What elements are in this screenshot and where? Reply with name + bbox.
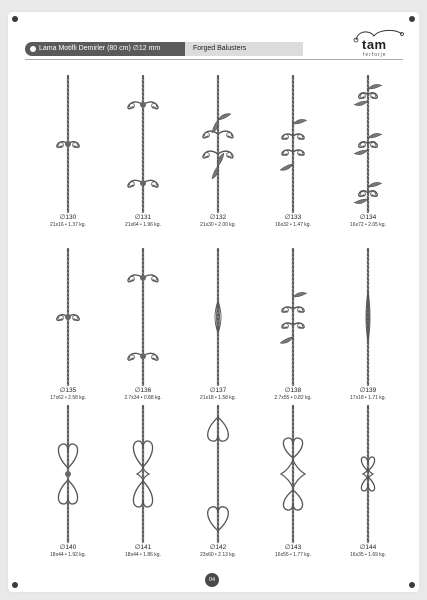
product-spec: 16x55 • 1.77 kg.: [275, 552, 311, 558]
section-title-tr-text: Lama Motifli Demirler (80 cm) ∅12 mm: [39, 45, 161, 52]
brand-logo: tam ferforje: [350, 28, 410, 62]
product-code: ∅143: [284, 544, 302, 551]
product-code: ∅141: [134, 544, 152, 551]
baluster-illustration: [56, 247, 80, 387]
product-spec: 16x32 • 1.47 kg.: [275, 222, 311, 228]
product-code: ∅132: [209, 214, 227, 221]
baluster-illustration: [214, 247, 222, 387]
baluster-illustration: [207, 404, 229, 544]
product-spec: 16x72 • 2.05 kg.: [350, 222, 386, 228]
product-card: ∅135 17x62 • 2.58 kg.: [28, 247, 108, 402]
corner-dot-bottom-right: [409, 582, 415, 588]
section-title-tr: Lama Motifli Demirler (80 cm) ∅12 mm: [25, 42, 185, 56]
baluster-illustration: [56, 74, 80, 214]
product-card: ∅143 16x55 • 1.77 kg.: [253, 404, 333, 559]
section-title-en: Forged Balusters: [185, 42, 303, 56]
product-code: ∅134: [359, 214, 377, 221]
product-card: ∅144 16x35 • 1.69 kg.: [328, 404, 408, 559]
product-card: ∅141 18x44 • 1.86 kg.: [103, 404, 183, 559]
flourish-icon: [353, 29, 404, 43]
baluster-illustration: [279, 404, 307, 544]
baluster-illustration: [127, 74, 159, 214]
product-card: ∅139 17x18 • 1.71 kg.: [328, 247, 408, 402]
baluster-illustration: [353, 74, 383, 214]
baluster-illustration: [202, 74, 234, 214]
logo-subtitle: ferforje: [363, 52, 387, 58]
product-spec: 17x62 • 2.58 kg.: [50, 395, 86, 401]
product-code: ∅140: [59, 544, 77, 551]
product-spec: 2.7x55 • 0.82 kg.: [274, 395, 312, 401]
product-card: ∅138 2.7x55 • 0.82 kg.: [253, 247, 333, 402]
product-card: ∅136 2.7x34 • 0.88 kg.: [103, 247, 183, 402]
corner-dot-top-left: [12, 16, 18, 22]
product-spec: 23x60 • 2.13 kg.: [200, 552, 236, 558]
product-card: ∅137 21x18 • 1.58 kg.: [178, 247, 258, 402]
product-card: ∅132 21x30 • 2.00 kg.: [178, 74, 258, 229]
product-card: ∅140 18x44 • 1.92 kg.: [28, 404, 108, 559]
product-code: ∅139: [359, 387, 377, 394]
baluster-illustration: [360, 404, 376, 544]
product-spec: 17x18 • 1.71 kg.: [350, 395, 386, 401]
baluster-illustration: [57, 404, 79, 544]
product-code: ∅137: [209, 387, 227, 394]
catalog-page: Lama Motifli Demirler (80 cm) ∅12 mm For…: [8, 12, 419, 592]
section-header: Lama Motifli Demirler (80 cm) ∅12 mm For…: [25, 42, 303, 64]
product-code: ∅142: [209, 544, 227, 551]
product-spec: 2.7x34 • 0.88 kg.: [124, 395, 162, 401]
product-spec: 21x64 • 1.96 kg.: [125, 222, 161, 228]
product-code: ∅138: [284, 387, 302, 394]
product-card: ∅130 21x16 • 1.37 kg.: [28, 74, 108, 229]
product-card: ∅131 21x64 • 1.96 kg.: [103, 74, 183, 229]
product-card: ∅134 16x72 • 2.05 kg.: [328, 74, 408, 229]
baluster-illustration: [365, 247, 371, 387]
baluster-illustration: [132, 404, 154, 544]
product-code: ∅136: [134, 387, 152, 394]
logo-name: tam: [362, 37, 387, 52]
header-rule: [25, 59, 403, 60]
product-spec: 21x30 • 2.00 kg.: [200, 222, 236, 228]
product-spec: 21x16 • 1.37 kg.: [50, 222, 86, 228]
baluster-illustration: [279, 74, 308, 214]
corner-dot-top-right: [409, 16, 415, 22]
corner-dot-bottom-left: [12, 582, 18, 588]
product-code: ∅135: [59, 387, 77, 394]
bullet-icon: [30, 46, 36, 52]
product-spec: 21x18 • 1.58 kg.: [200, 395, 236, 401]
product-spec: 18x44 • 1.86 kg.: [125, 552, 161, 558]
page-number: 04: [205, 573, 219, 587]
product-code: ∅133: [284, 214, 302, 221]
product-code: ∅144: [359, 544, 377, 551]
product-spec: 16x35 • 1.69 kg.: [350, 552, 386, 558]
product-spec: 18x44 • 1.92 kg.: [50, 552, 86, 558]
product-code: ∅131: [134, 214, 152, 221]
product-grid: ∅130 21x16 • 1.37 kg. ∅131 21x64 • 1.96 kg.…: [8, 12, 419, 592]
baluster-illustration: [127, 247, 159, 387]
product-code: ∅130: [59, 214, 77, 221]
product-card: ∅142 23x60 • 2.13 kg.: [178, 404, 258, 559]
baluster-illustration: [279, 247, 308, 387]
product-card: ∅133 16x32 • 1.47 kg.: [253, 74, 333, 229]
